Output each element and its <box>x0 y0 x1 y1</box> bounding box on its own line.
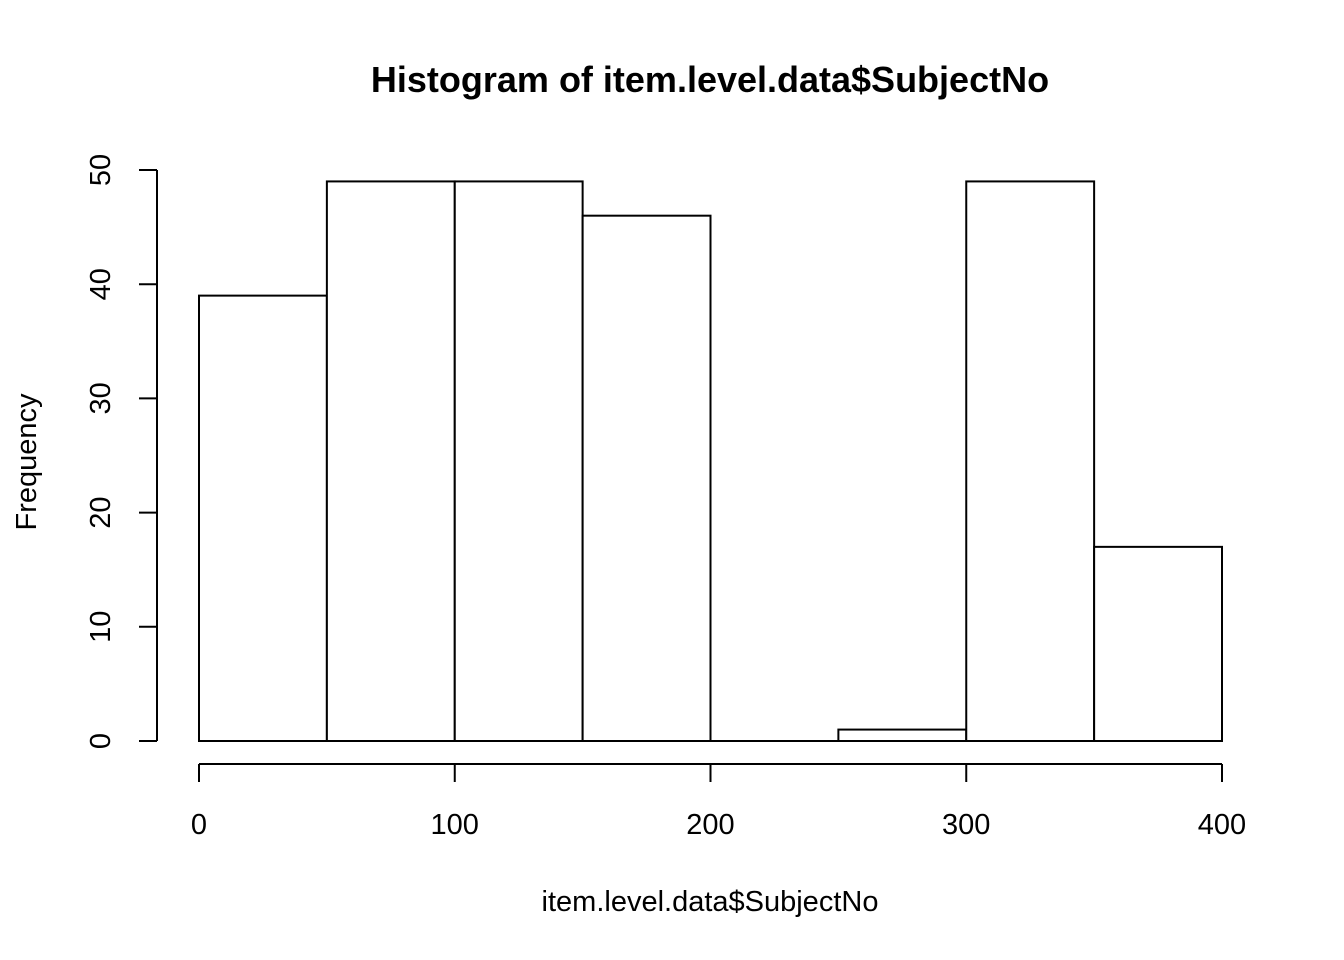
y-tick-label-5: 50 <box>85 154 117 186</box>
x-tick-label-4: 400 <box>1198 809 1246 841</box>
y-axis: 0 10 20 30 40 50 <box>85 154 158 749</box>
y-tick-label-4: 40 <box>85 268 117 300</box>
y-tick-label-3: 30 <box>85 382 117 414</box>
x-tick-label-2: 200 <box>686 809 734 841</box>
histogram-bar-3 <box>581 214 712 742</box>
histogram-bar-0 <box>198 294 328 742</box>
y-tick-label-0: 0 <box>85 733 117 749</box>
histogram-bar-7 <box>1093 545 1223 742</box>
x-axis: 0 100 200 300 400 <box>191 763 1246 841</box>
y-tick-label-1: 10 <box>85 611 117 643</box>
x-tick-label-0: 0 <box>191 809 207 841</box>
bars-group <box>198 180 1223 743</box>
histogram-bar-6 <box>965 180 1096 743</box>
x-axis-label: item.level.data$SubjectNo <box>542 886 879 918</box>
histogram-bar-1 <box>325 180 456 743</box>
x-tick-label-3: 300 <box>942 809 990 841</box>
y-axis-label: Frequency <box>11 393 43 531</box>
histogram-bar-5 <box>837 728 968 743</box>
chart-title: Histogram of item.level.data$SubjectNo <box>371 59 1049 100</box>
x-tick-label-1: 100 <box>431 809 479 841</box>
histogram-bar-2 <box>453 180 584 743</box>
y-tick-label-2: 20 <box>85 496 117 528</box>
